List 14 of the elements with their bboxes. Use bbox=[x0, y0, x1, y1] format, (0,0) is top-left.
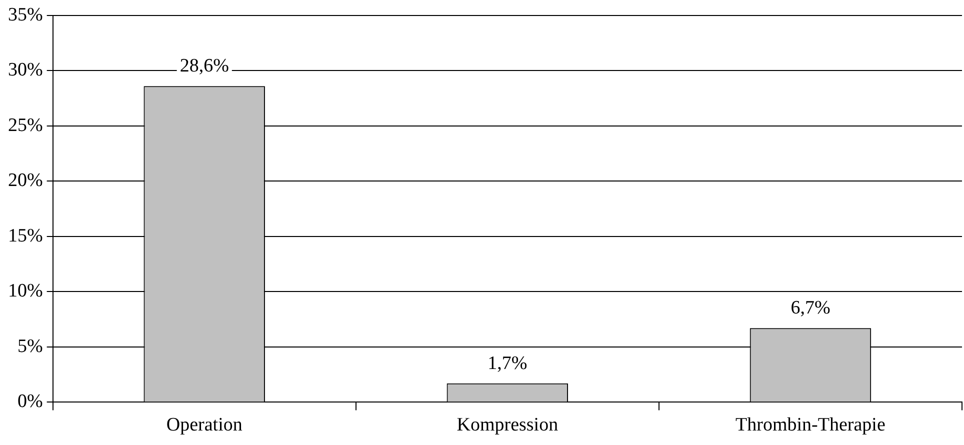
y-tick-label: 5% bbox=[18, 336, 43, 357]
y-tick-label: 10% bbox=[8, 280, 43, 302]
y-tick-label: 0% bbox=[18, 391, 43, 412]
y-tick-label: 25% bbox=[8, 114, 43, 136]
x-tick-label: Operation bbox=[166, 414, 243, 436]
data-label: 28,6% bbox=[180, 56, 230, 77]
y-tick-label: 30% bbox=[8, 60, 43, 81]
data-label: 1,7% bbox=[488, 352, 528, 374]
data-label: 6,7% bbox=[790, 298, 830, 319]
y-tick-label: 15% bbox=[8, 225, 43, 246]
y-tick-label: 35% bbox=[8, 4, 43, 26]
x-tick-label: Thrombin-Therapie bbox=[736, 414, 886, 436]
y-tick-label: 20% bbox=[8, 170, 43, 192]
x-tick-label: Kompression bbox=[456, 414, 559, 436]
